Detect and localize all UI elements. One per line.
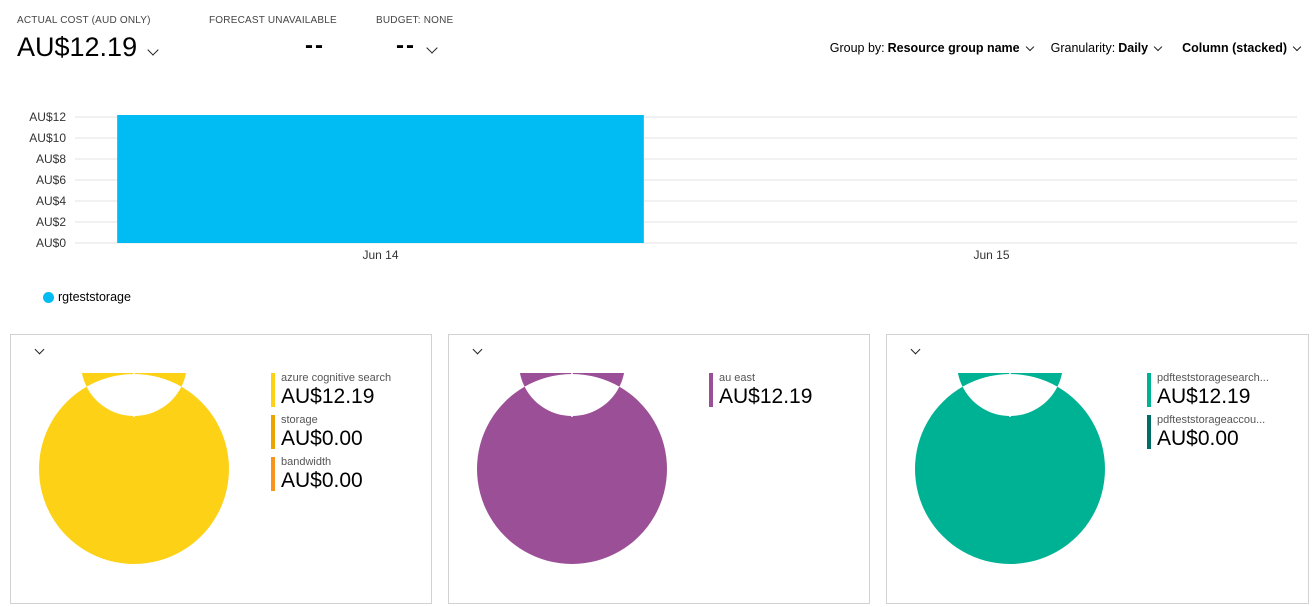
chevron-down-icon [1153, 42, 1163, 51]
group-by-label: Group by: [829, 41, 885, 55]
y-tick-label: AU$2 [36, 215, 66, 229]
bar[interactable] [117, 115, 644, 243]
legend-color-bar [709, 373, 713, 407]
legend-item[interactable]: pdfteststorageaccou... AU$0.00 [1147, 414, 1269, 456]
donut-card-resource: pdfteststoragesearch... AU$12.19 pdftest… [886, 334, 1309, 604]
legend-color-bar [1147, 415, 1151, 449]
y-tick-label: AU$10 [29, 131, 66, 145]
legend-item-value: AU$12.19 [281, 385, 375, 408]
donut-card-location: au east AU$12.19 [448, 334, 870, 604]
y-tick-label: AU$4 [36, 194, 66, 208]
legend-item[interactable]: azure cognitive search AU$12.19 [271, 372, 391, 414]
chevron-down-icon [426, 42, 438, 54]
granularity-dropdown[interactable]: Granularity: Daily [1050, 41, 1163, 55]
legend-item-name: pdfteststoragesearch... [1157, 372, 1269, 384]
legend-item-value: AU$0.00 [281, 427, 363, 450]
chevron-down-icon [147, 43, 159, 56]
group-by-dropdown[interactable]: Group by: Resource group name [829, 41, 1034, 55]
donut-legend: pdfteststoragesearch... AU$12.19 pdftest… [1147, 372, 1269, 456]
kpi-label: ACTUAL COST (AUD ONLY) [17, 15, 151, 26]
legend-label: rgteststorage [58, 290, 131, 304]
legend-item-name: azure cognitive search [281, 372, 392, 384]
chevron-down-icon[interactable] [34, 344, 45, 355]
kpi-budget: BUDGET: NONE -- [376, 15, 453, 60]
donut-chart [39, 373, 229, 564]
legend-item-name: pdfteststorageaccou... [1157, 414, 1266, 426]
legend-item-name: bandwidth [281, 456, 332, 468]
legend-color-bar [271, 457, 275, 491]
chevron-down-icon [1292, 42, 1302, 51]
legend-item[interactable]: bandwidth AU$0.00 [271, 456, 391, 498]
donut-slice[interactable] [477, 373, 667, 564]
legend-item[interactable]: au east AU$12.19 [709, 372, 812, 414]
cost-bar-chart: AU$0 AU$2 AU$4 AU$6 AU$8 AU$10 AU$12 Jun 14 Jun … [29, 110, 1297, 262]
actual-cost-dropdown[interactable]: AU$12.19 [17, 32, 159, 63]
legend-item[interactable]: pdfteststoragesearch... AU$12.19 [1147, 372, 1269, 414]
legend-item[interactable]: storage AU$0.00 [271, 414, 391, 456]
legend-item-value: AU$0.00 [281, 469, 363, 492]
group-by-value: Resource group name [887, 41, 1020, 55]
legend-item-value: AU$0.00 [1157, 427, 1239, 450]
y-tick-label: AU$0 [36, 236, 66, 250]
kpi-value: -- [396, 32, 416, 59]
chart-type-value: Column (stacked) [1182, 41, 1287, 55]
x-tick-label: Jun 15 [973, 248, 1009, 262]
kpi-value: AU$12.19 [17, 32, 138, 62]
kpi-label: BUDGET: NONE [376, 15, 454, 26]
y-tick-label: AU$12 [29, 110, 66, 124]
donut-slice[interactable] [39, 373, 229, 564]
kpi-value: -- [305, 32, 325, 59]
donut-legend: azure cognitive search AU$12.19 storage … [271, 372, 391, 498]
donut-legend: au east AU$12.19 [709, 372, 812, 414]
y-tick-label: AU$8 [36, 152, 66, 166]
granularity-label: Granularity: [1050, 41, 1116, 55]
donut-slice[interactable] [915, 373, 1105, 564]
legend-color-bar [1147, 373, 1151, 407]
granularity-value: Daily [1118, 41, 1149, 55]
kpi-actual-cost: ACTUAL COST (AUD ONLY) AU$12.19 [17, 15, 159, 63]
kpi-label: FORECAST UNAVAILABLE [209, 15, 337, 26]
x-tick-label: Jun 14 [362, 248, 398, 262]
chart-type-dropdown[interactable]: Column (stacked) [1179, 41, 1302, 55]
chevron-down-icon [1025, 42, 1034, 51]
chart-legend[interactable]: rgteststorage [43, 290, 131, 304]
y-tick-label: AU$6 [36, 173, 66, 187]
chevron-down-icon[interactable] [910, 344, 921, 355]
legend-item-name: au east [719, 372, 756, 384]
legend-color-bar [271, 373, 275, 407]
legend-item-name: storage [281, 414, 318, 426]
legend-color-bar [271, 415, 275, 449]
donut-chart [915, 373, 1105, 564]
budget-dropdown[interactable]: -- [376, 32, 453, 60]
legend-item-value: AU$12.19 [719, 385, 813, 408]
chart-controls: Group by: Resource group name Granularit… [829, 41, 1302, 55]
legend-swatch [43, 291, 54, 303]
donut-chart [477, 373, 667, 564]
kpi-forecast: FORECAST UNAVAILABLE -- [209, 15, 337, 60]
legend-item-value: AU$12.19 [1157, 385, 1251, 408]
donut-card-meter: azure cognitive search AU$12.19 storage … [10, 334, 432, 604]
chevron-down-icon[interactable] [472, 344, 483, 355]
